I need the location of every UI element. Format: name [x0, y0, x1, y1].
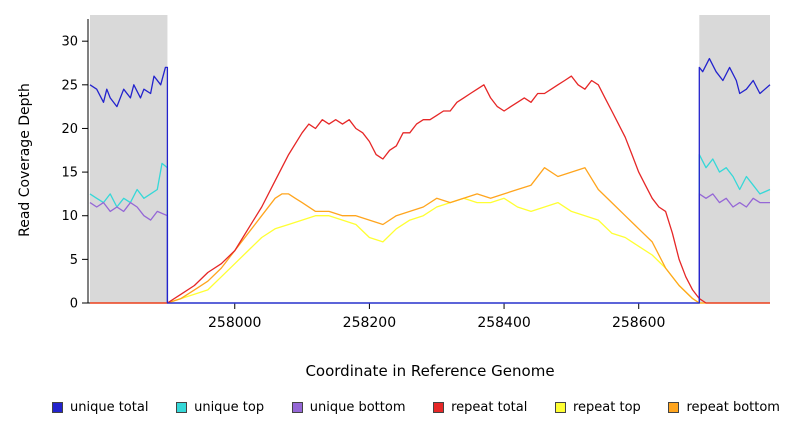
x-axis-label: Coordinate in Reference Genome [305, 362, 555, 380]
y-tick-label: 30 [61, 35, 78, 50]
legend-item-repeat-total: repeat total [433, 400, 527, 415]
legend-item-unique-total: unique total [52, 400, 148, 415]
legend-label-unique-top: unique top [194, 400, 265, 415]
legend-swatch-repeat-bottom [668, 402, 680, 413]
y-axis-label: Read Coverage Depth [17, 83, 33, 237]
legend: unique total unique top unique bottom repea… [0, 400, 792, 415]
series-line-unique-top [89, 153, 771, 304]
y-tick-label: 15 [61, 166, 78, 181]
x-tick-label: 258000 [208, 315, 261, 331]
y-tick-label: 5 [70, 253, 78, 268]
y-tick-label: 25 [61, 78, 78, 93]
x-tick-label: 258200 [343, 315, 396, 331]
x-tick-label: 258600 [612, 315, 665, 331]
legend-swatch-repeat-top [555, 402, 566, 413]
legend-label-unique-bottom: unique bottom [309, 400, 406, 415]
legend-label-repeat-bottom: repeat bottom [686, 400, 780, 415]
series-line-repeat-bottom [90, 167, 770, 304]
legend-item-repeat-bottom: repeat bottom [668, 400, 780, 415]
series-line-unique-total [89, 57, 771, 304]
legend-label-repeat-total: repeat total [451, 400, 528, 415]
legend-swatch-unique-total [52, 402, 63, 413]
y-tick-label: 20 [61, 122, 78, 137]
legend-swatch-repeat-total [433, 402, 445, 413]
legend-item-unique-bottom: unique bottom [291, 400, 406, 415]
legend-label-repeat-top: repeat top [573, 400, 641, 415]
series-line-repeat-top [90, 197, 770, 304]
y-tick-label: 0 [70, 297, 78, 312]
shaded-region [90, 15, 168, 303]
legend-item-repeat-top: repeat top [555, 400, 641, 415]
x-tick-label: 258400 [477, 315, 530, 331]
legend-item-unique-top: unique top [176, 400, 264, 415]
legend-label-unique-total: unique total [70, 400, 149, 415]
legend-swatch-unique-bottom [291, 402, 303, 413]
legend-swatch-unique-top [176, 402, 188, 413]
series-line-repeat-total [90, 75, 770, 304]
y-tick-label: 10 [61, 209, 78, 224]
